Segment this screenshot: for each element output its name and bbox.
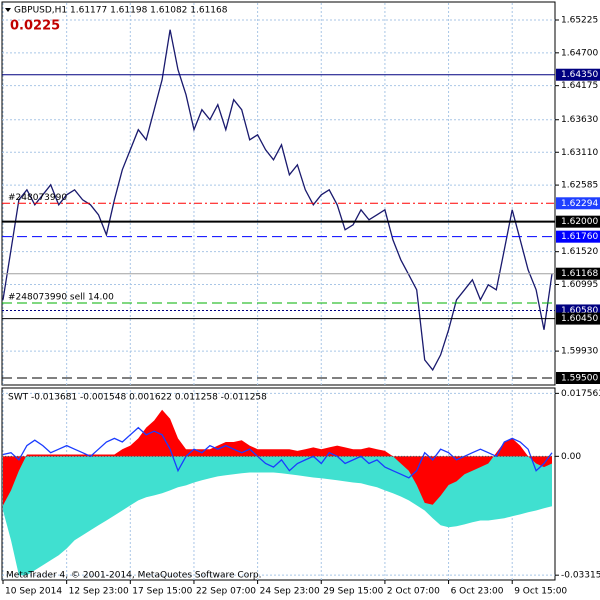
price-line — [2, 29, 553, 372]
price-level-tag — [556, 267, 600, 280]
order-label: #248073990 — [8, 193, 67, 203]
copyright: MetaTrader 4, © 2001-2014, MetaQuotes So… — [6, 571, 262, 581]
spread-label: 0.0225 — [10, 19, 60, 34]
y-tick-label: -0.033156 — [561, 571, 600, 581]
y-tick-label: 1.61520 — [561, 247, 598, 257]
x-tick-label: 24 Sep 23:00 — [260, 587, 320, 597]
price-level-label: 1.62294 — [561, 199, 598, 209]
price-level-label: 1.60580 — [561, 306, 598, 316]
x-tick-label: 2 Oct 07:00 — [387, 587, 440, 597]
price-level-label: 1.64350 — [561, 70, 598, 80]
plot-layer: 10 Sep 2014 12 Sep 23:00 17 Sep 15:00 22 Se… — [2, 3, 600, 597]
price-level-label: 1.62000 — [561, 217, 598, 227]
price-line — [2, 426, 553, 479]
indicator-panel — [1, 387, 556, 581]
x-tick-label: 17 Sep 15:00 — [132, 587, 192, 597]
y-tick-label: 1.63630 — [561, 115, 598, 125]
price-level-tag — [556, 371, 600, 384]
main-panel — [1, 1, 556, 386]
price-level-tag — [556, 230, 600, 243]
y-tick-label: 1.59930 — [561, 347, 598, 357]
y-tick-label: 1.64700 — [561, 48, 598, 58]
indicator-title: SWT -0.013681 -0.001548 0.001622 0.01125… — [8, 393, 267, 403]
price-level-tag — [556, 215, 600, 228]
y-tick-label: 0.00 — [561, 452, 581, 462]
y-tick-label: 1.63110 — [561, 148, 598, 158]
price-level-label: 1.61168 — [561, 269, 598, 279]
y-tick-label: 1.62585 — [561, 181, 598, 191]
y-tick-label: 1.65225 — [561, 16, 598, 26]
price-level-label: 1.59500 — [561, 373, 598, 383]
x-tick-label: 10 Sep 2014 — [5, 587, 62, 597]
y-tick-label: 1.60995 — [561, 280, 598, 290]
x-tick-label: 12 Sep 23:00 — [69, 587, 129, 597]
histogram-area — [3, 409, 552, 506]
price-level-tag — [556, 312, 600, 325]
menu-arrow[interactable] — [5, 8, 11, 12]
price-level-label: 1.61760 — [561, 232, 598, 242]
y-tick-label: 1.64175 — [561, 81, 598, 91]
x-tick-label: 6 Oct 23:00 — [451, 587, 504, 597]
order-label: #248073990 sell 14.00 — [8, 292, 114, 302]
symbol-header: GBPUSD,H1 1.61177 1.61198 1.61082 1.6116… — [14, 6, 228, 16]
histogram-area — [3, 456, 552, 576]
y-tick-label: 0.017563 — [561, 389, 600, 399]
x-tick-label: 29 Sep 15:00 — [323, 587, 383, 597]
x-tick-label: 9 Oct 15:00 — [514, 587, 567, 597]
price-level-label: 1.60450 — [561, 314, 598, 324]
price-level-tag — [556, 68, 600, 81]
price-level-tag — [556, 197, 600, 210]
x-tick-label: 22 Sep 07:00 — [196, 587, 256, 597]
